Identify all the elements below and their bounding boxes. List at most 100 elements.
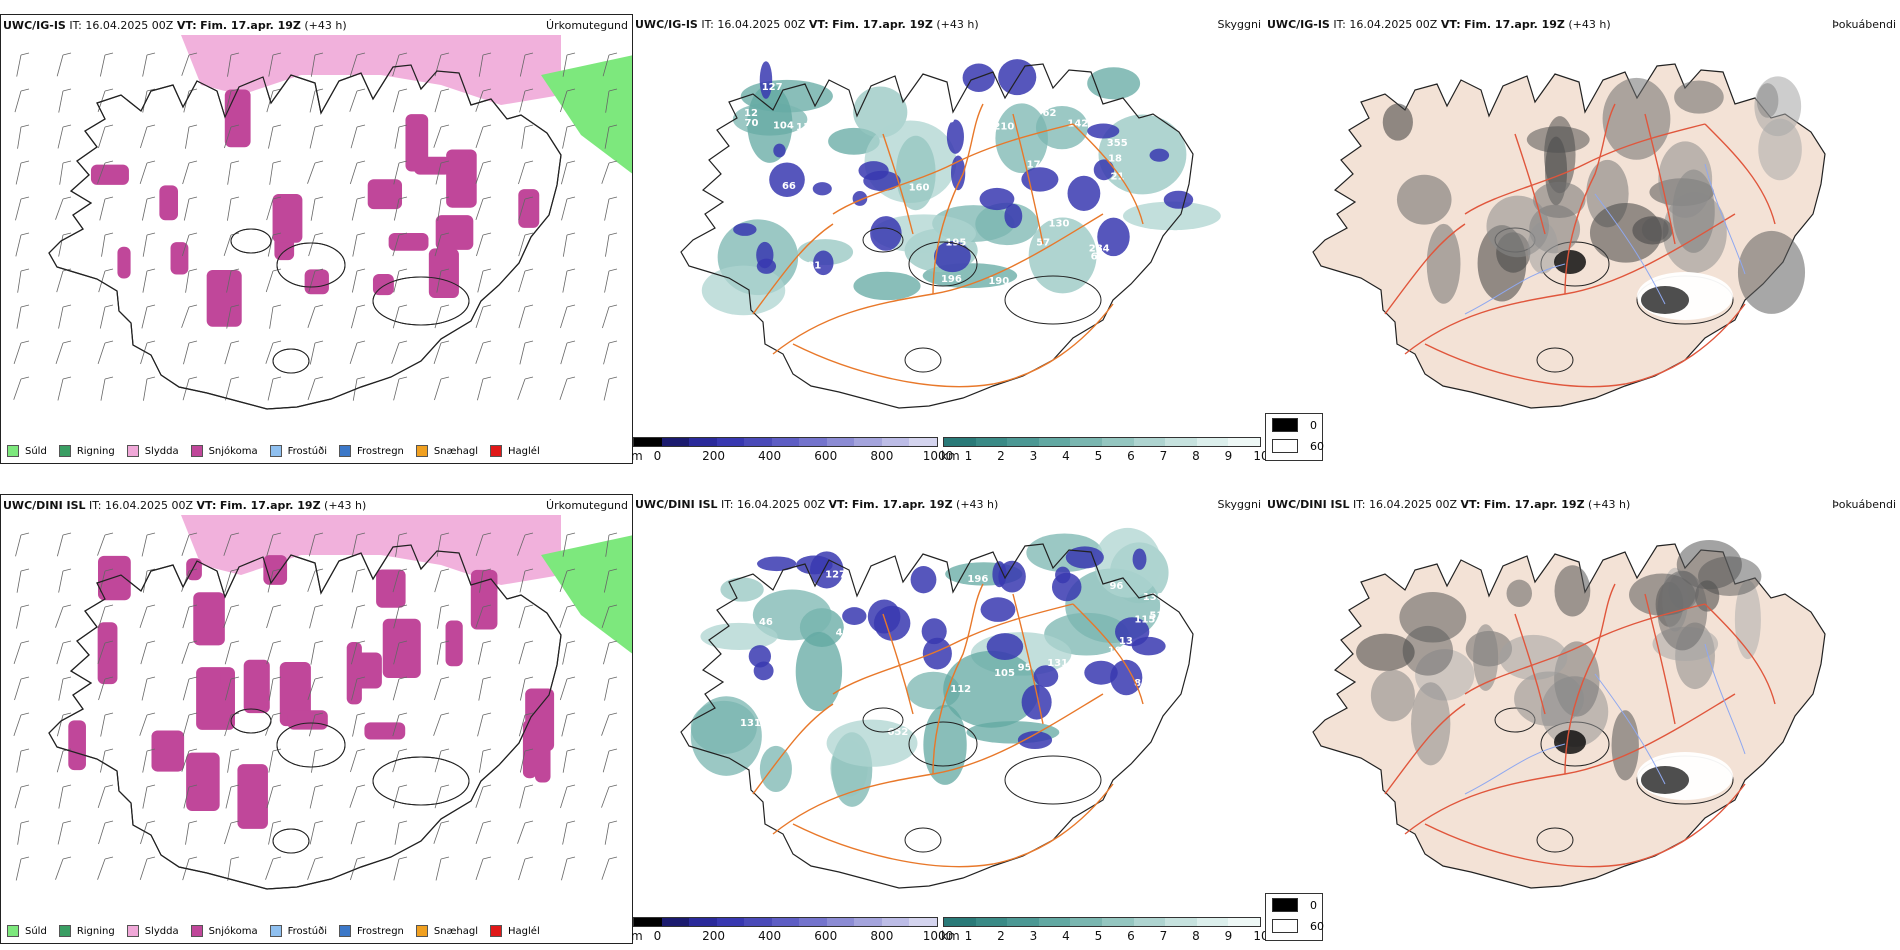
visibility-value-label: 127: [825, 569, 846, 580]
scale-tick-label: 7: [1159, 449, 1168, 463]
panel-title: UWC/IG-IS IT: 16.04.2025 00Z VT: Fim. 17…: [1267, 18, 1611, 31]
visibility-value-label: 388: [1168, 229, 1189, 240]
fog-legend-label: 60: [1310, 919, 1324, 933]
visibility-value-label: 163: [1140, 754, 1161, 765]
visibility-value-label: 677: [802, 733, 823, 744]
scale-tick-label: 3: [1029, 929, 1038, 943]
scale-tick-label: 0: [653, 449, 662, 463]
legend-swatch: [269, 445, 282, 457]
panel-parameter-name: Úrkomutegund: [546, 499, 628, 512]
scale-color-step: [881, 918, 910, 926]
island-outline: [680, 63, 1194, 409]
legend-label: Slydda: [144, 445, 179, 457]
visibility-value-label: 178: [1166, 653, 1187, 664]
visibility-value-label: 18: [1108, 154, 1122, 165]
visibility-value-label: 241: [763, 202, 784, 213]
visibility-value-label: 196: [941, 274, 962, 285]
visibility-map-dini: 404 209 46 652 860 178 163 205 677 127 196 131 95 89 8…: [680, 527, 1204, 889]
legend-swatch: [490, 925, 503, 937]
precip-type-panel-igis: UWC/IG-IS IT: 16.04.2025 00Z VT: Fim. 17…: [0, 14, 633, 464]
fog-index-panel-dini: UWC/DINI ISL IT: 16.04.2025 00Z VT: Fim.…: [1265, 494, 1900, 944]
visibility-value-label: 46: [1161, 746, 1175, 757]
legend-label: Súld: [25, 445, 47, 457]
scale-color-step: [881, 438, 910, 446]
precip-areas: [90, 35, 632, 327]
visibility-value-label: 652: [887, 727, 908, 738]
visibility-value-label: 860: [1152, 686, 1173, 697]
scale-color-step: [1038, 438, 1071, 446]
scale-unit: km: [941, 449, 960, 463]
legend-item: Frostúði: [269, 925, 327, 937]
scale-color-step: [799, 438, 827, 446]
panel-parameter-name: Skyggni: [1217, 18, 1261, 31]
scale-tick-label: 7: [1159, 929, 1168, 943]
panel-title: UWC/IG-IS IT: 16.04.2025 00Z VT: Fim. 17…: [635, 18, 979, 31]
visibility-value-label: 62: [1091, 251, 1105, 262]
visibility-value-label: 225: [772, 681, 793, 692]
fog-legend-label: 60: [1310, 439, 1324, 453]
scale-tick-label: 9: [1224, 929, 1233, 943]
scale-color-step: [716, 918, 745, 926]
visibility-value-label: 159: [812, 166, 833, 177]
fog-index-map-dini: [1312, 539, 1826, 889]
panel-parameter-name: Þokuábendi: [1832, 18, 1896, 31]
visibility-value-label: 151: [757, 683, 778, 694]
legend-item: Snjókoma: [190, 445, 258, 457]
scale-tick-label: 800: [870, 929, 894, 943]
visibility-value-label: 112: [950, 684, 971, 695]
scale-color-step: [771, 438, 800, 446]
scale-color-step: [634, 918, 662, 926]
fog-index-panel-igis: UWC/IG-IS IT: 16.04.2025 00Z VT: Fim. 17…: [1265, 14, 1900, 464]
legend-swatch: [490, 445, 503, 457]
visibility-value-label: 95: [1045, 196, 1059, 207]
road-network: [1384, 583, 1776, 868]
visibility-value-label: 51: [1149, 610, 1163, 621]
scale-tick-label: 200: [702, 449, 725, 463]
legend-swatch: [126, 925, 139, 937]
scale-color-step: [975, 918, 1008, 926]
scale-color-step: [1007, 438, 1039, 446]
legend-label: Rigning: [76, 925, 115, 937]
visibility-value-label: 142: [1067, 119, 1088, 130]
scale-tick-label: 5: [1094, 929, 1103, 943]
visibility-value-label: 46: [759, 617, 773, 628]
legend-swatch: [190, 445, 203, 457]
scale-color-step: [975, 438, 1008, 446]
precip-type-map-dini: [13, 515, 632, 890]
scale-ticks: 0 200 400 600 800 1000: [633, 449, 954, 463]
fog-legend-label: 0: [1310, 418, 1317, 432]
precip-type-legend: Súld Rigning Slydda Snjókoma Frostúði Frostre…: [7, 445, 540, 457]
visibility-value-label: 127: [762, 82, 783, 93]
scale-color-step: [716, 438, 745, 446]
rivers: [1464, 163, 1746, 315]
legend-label: Frostúði: [287, 445, 327, 457]
visibility-value-label: 85: [965, 138, 979, 149]
scale-color-step: [909, 438, 938, 446]
visibility-value-labels: 404 209 46 652 860 178 163 205 677 127 196 131 95 89 8…: [740, 569, 1204, 765]
scale-tick-label: 400: [758, 449, 782, 463]
panel-title: UWC/DINI ISL IT: 16.04.2025 00Z VT: Fim.…: [3, 499, 367, 512]
fog-legend-swatch: [1272, 418, 1298, 432]
visibility-value-label: 81: [1134, 678, 1148, 689]
fog-legend-swatch: [1272, 439, 1298, 453]
fog-index-shading: [1356, 539, 1762, 800]
scale-color-step: [1196, 918, 1229, 926]
visibility-value-label: 122: [1163, 692, 1184, 703]
visibility-scale: 1 2 3 4 5 6 7 8 9 10 km: [941, 917, 1269, 943]
visibility-value-label: 284: [1089, 244, 1110, 255]
scale-color-step: [1228, 438, 1260, 446]
visibility-value-label: 21: [1110, 171, 1124, 182]
scale-color-step: [909, 918, 938, 926]
legend-label: Snæhagl: [433, 925, 479, 937]
visibility-value-label: 235: [1170, 262, 1191, 273]
scale-color-step: [944, 918, 976, 926]
visibility-value-label: 106: [934, 114, 955, 125]
legend-item: Snjókoma: [190, 925, 258, 937]
visibility-value-label: 190: [988, 276, 1009, 287]
scale-ticks: 0 200 400 600 800 1000: [633, 929, 954, 943]
cloud-base-scale: 0 200 400 600 800 1000 m: [631, 437, 954, 463]
scale-tick-label: 1: [964, 449, 973, 463]
road-network: [752, 103, 1144, 388]
scale-unit: m: [631, 449, 643, 463]
road-network: [752, 583, 1144, 868]
